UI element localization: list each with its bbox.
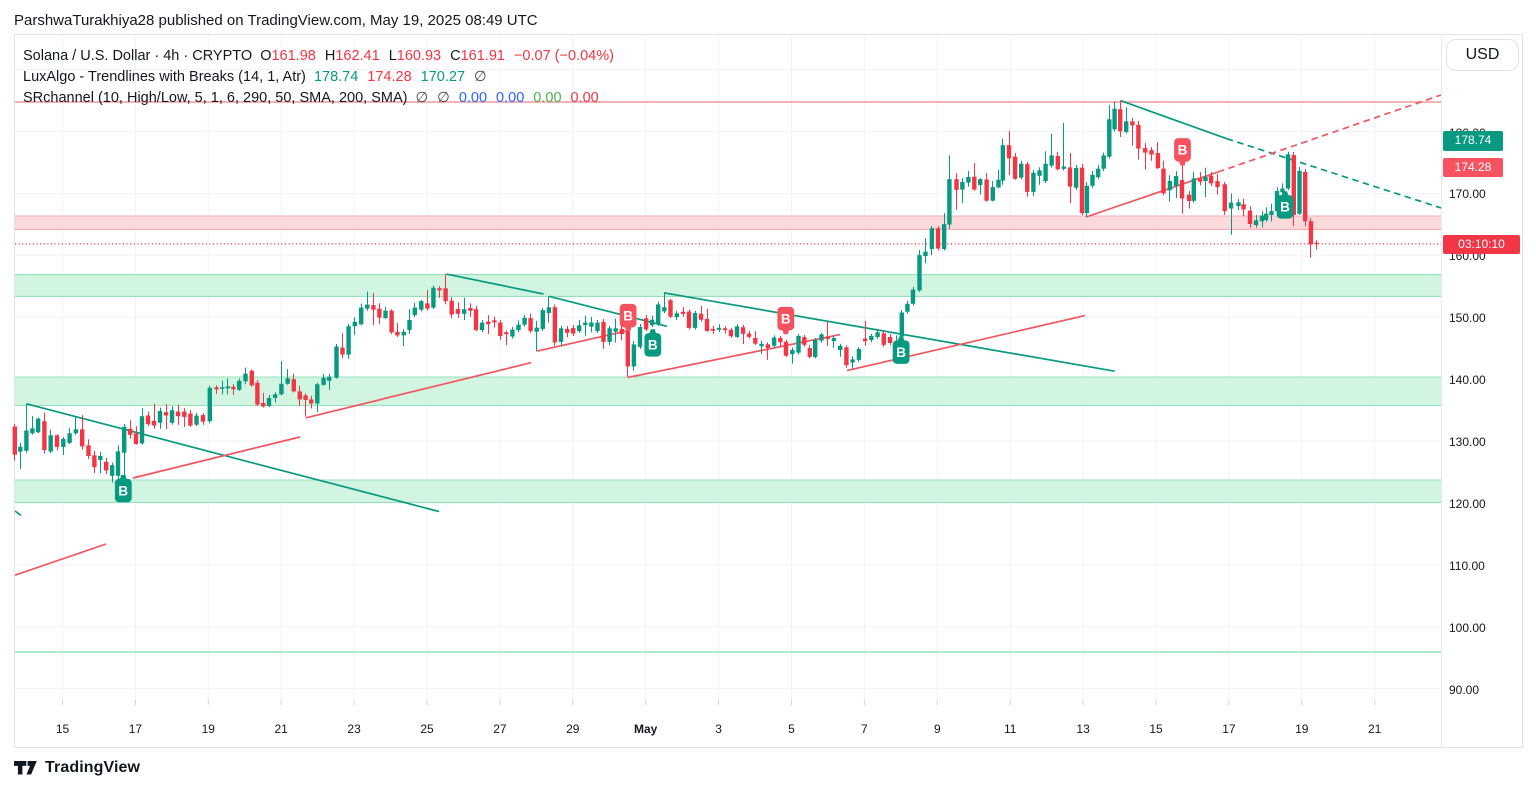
svg-text:B: B <box>781 312 791 327</box>
svg-text:B: B <box>896 345 906 360</box>
svg-text:B: B <box>1280 200 1290 215</box>
svg-text:B: B <box>648 338 658 353</box>
svg-text:B: B <box>118 483 128 498</box>
svg-text:B: B <box>623 309 633 324</box>
svg-text:B: B <box>1178 143 1188 158</box>
